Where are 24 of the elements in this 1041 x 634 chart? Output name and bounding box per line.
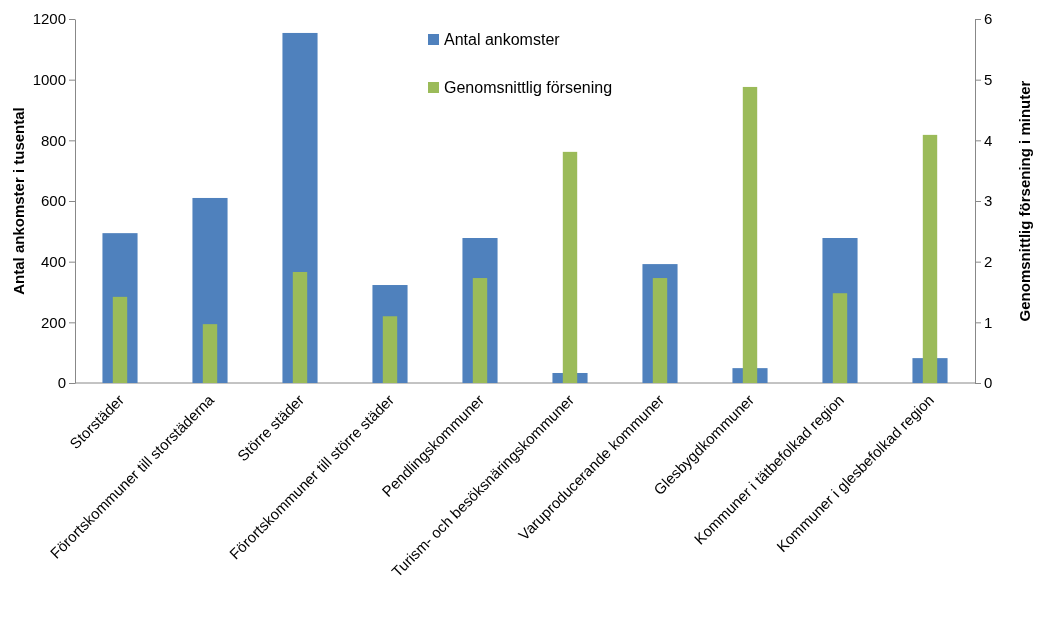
- y2-axis-title: Genomsnittlig försening i minuter: [1016, 80, 1033, 322]
- y2-tick-label: 5: [984, 70, 993, 88]
- y-tick-label: 400: [40, 252, 66, 270]
- legend-label: Genomsnittlig försening: [444, 79, 613, 96]
- y-axis-title: Antal ankomster i tusental: [10, 107, 27, 295]
- y2-tick-label: 1: [984, 313, 993, 331]
- bar: [292, 271, 308, 383]
- bar: [832, 293, 848, 383]
- y2-tick-label: 3: [984, 192, 993, 210]
- y2-tick-label: 0: [984, 374, 993, 392]
- y-tick-label: 800: [40, 131, 66, 149]
- y-tick-label: 600: [40, 192, 66, 210]
- y-tick-label: 0: [57, 374, 66, 392]
- bar: [472, 278, 488, 383]
- y-tick-label: 200: [40, 313, 66, 331]
- y2-tick-label: 4: [984, 131, 993, 149]
- y-tick-label: 1200: [32, 10, 66, 28]
- bar: [112, 296, 128, 383]
- y2-tick-label: 2: [984, 252, 993, 270]
- bar: [202, 324, 218, 383]
- y-tick-label: 1000: [32, 70, 66, 88]
- legend-label: Antal ankomster: [444, 31, 561, 48]
- y2-tick-label: 6: [984, 10, 993, 28]
- bar: [382, 316, 398, 383]
